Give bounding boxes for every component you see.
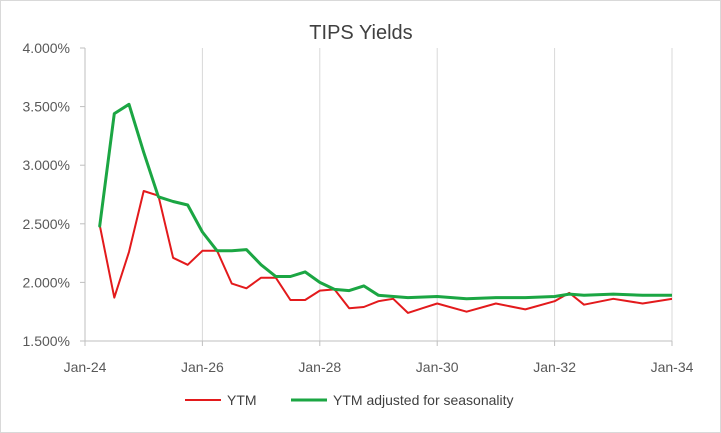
- axes: [80, 47, 673, 346]
- y-tick-label: 4.000%: [23, 40, 70, 56]
- y-tick-label: 2.000%: [23, 274, 70, 290]
- x-tick-label: Jan-34: [651, 359, 694, 375]
- series-line-0: [98, 190, 672, 314]
- legend: YTM YTM adjusted for seasonality: [185, 392, 514, 408]
- y-tick-label: 2.500%: [23, 216, 70, 232]
- grid-lines: [201, 48, 673, 341]
- y-tick-label: 3.500%: [23, 99, 70, 115]
- chart-title: TIPS Yields: [309, 22, 412, 44]
- y-tick-label: 1.500%: [23, 333, 70, 349]
- y-tick-label: 3.000%: [23, 157, 70, 173]
- x-tick-label: Jan-28: [298, 359, 341, 375]
- legend-label-0: YTM: [227, 392, 257, 408]
- x-tick-label: Jan-32: [533, 359, 576, 375]
- series-lines: [98, 102, 672, 314]
- legend-label-1: YTM adjusted for seasonality: [333, 392, 514, 408]
- x-tick-label: Jan-24: [64, 359, 107, 375]
- y-axis-tick-labels: 1.500% 2.000% 2.500% 3.000% 3.500% 4.000%: [23, 40, 70, 349]
- x-tick-label: Jan-26: [181, 359, 224, 375]
- series-line-1: [98, 102, 672, 301]
- x-axis-tick-labels: Jan-24 Jan-26 Jan-28 Jan-30 Jan-32 Jan-34: [64, 359, 694, 375]
- x-tick-label: Jan-30: [416, 359, 459, 375]
